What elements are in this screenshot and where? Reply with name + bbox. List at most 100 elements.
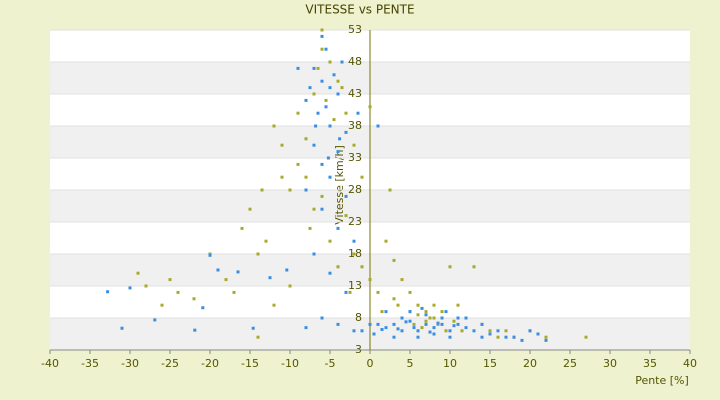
point bbox=[285, 268, 289, 272]
point bbox=[424, 319, 428, 323]
point bbox=[400, 278, 404, 282]
point bbox=[412, 326, 416, 330]
point bbox=[456, 303, 460, 307]
point bbox=[248, 207, 252, 211]
point bbox=[456, 316, 460, 320]
point bbox=[480, 335, 484, 339]
point bbox=[208, 253, 212, 257]
point bbox=[251, 326, 255, 330]
point bbox=[224, 278, 228, 282]
point bbox=[384, 239, 388, 243]
point bbox=[464, 316, 468, 320]
point bbox=[396, 327, 400, 331]
point bbox=[328, 124, 332, 128]
point bbox=[392, 297, 396, 301]
point bbox=[344, 111, 348, 115]
point bbox=[488, 332, 492, 336]
point bbox=[544, 335, 548, 339]
y-axis-label: Vitesse [km/h] bbox=[333, 145, 346, 225]
point bbox=[416, 329, 420, 333]
point bbox=[336, 92, 340, 96]
point bbox=[232, 290, 236, 294]
point bbox=[160, 303, 164, 307]
point bbox=[296, 162, 300, 166]
point bbox=[320, 79, 324, 83]
point bbox=[360, 175, 364, 179]
x-tick-label: -15 bbox=[241, 357, 259, 370]
point bbox=[400, 316, 404, 320]
point bbox=[314, 124, 318, 128]
point bbox=[472, 265, 476, 269]
point bbox=[380, 328, 384, 332]
point bbox=[420, 306, 424, 310]
point bbox=[120, 326, 124, 330]
point bbox=[256, 335, 260, 339]
point bbox=[396, 303, 400, 307]
point bbox=[320, 207, 324, 211]
point bbox=[320, 28, 324, 32]
point bbox=[256, 252, 260, 256]
point bbox=[584, 335, 588, 339]
x-tick-label: 40 bbox=[683, 357, 697, 370]
point bbox=[340, 86, 344, 90]
point bbox=[324, 47, 328, 51]
point bbox=[368, 322, 372, 326]
point bbox=[436, 321, 440, 325]
point bbox=[376, 322, 380, 326]
chart-title: VITESSE vs PENTE bbox=[305, 3, 414, 17]
point bbox=[320, 162, 324, 166]
point bbox=[480, 322, 484, 326]
point bbox=[340, 60, 344, 64]
point bbox=[460, 329, 464, 333]
point bbox=[472, 329, 476, 333]
point bbox=[320, 34, 324, 38]
x-tick-label: 5 bbox=[407, 357, 414, 370]
point bbox=[352, 329, 356, 333]
point bbox=[272, 124, 276, 128]
point bbox=[106, 290, 110, 294]
point bbox=[336, 226, 340, 230]
point bbox=[296, 66, 300, 70]
point bbox=[368, 105, 372, 109]
x-tick-label: -10 bbox=[281, 357, 299, 370]
y-tick-label: 38 bbox=[348, 119, 362, 132]
point bbox=[308, 226, 312, 230]
point bbox=[344, 130, 348, 134]
point bbox=[448, 335, 452, 339]
y-tick-label: 8 bbox=[355, 311, 362, 324]
point bbox=[280, 143, 284, 147]
point bbox=[504, 335, 508, 339]
point bbox=[288, 188, 292, 192]
point bbox=[312, 92, 316, 96]
x-tick-label: 0 bbox=[367, 357, 374, 370]
point bbox=[408, 310, 412, 314]
point bbox=[416, 313, 420, 317]
point bbox=[372, 332, 376, 336]
point bbox=[144, 284, 148, 288]
point bbox=[240, 226, 244, 230]
point bbox=[412, 322, 416, 326]
point bbox=[312, 143, 316, 147]
point bbox=[344, 214, 348, 218]
point bbox=[153, 318, 157, 322]
point bbox=[304, 188, 308, 192]
x-tick-label: -20 bbox=[201, 357, 219, 370]
point bbox=[432, 303, 436, 307]
point bbox=[304, 137, 308, 141]
point bbox=[336, 79, 340, 83]
point bbox=[380, 310, 384, 314]
point bbox=[392, 322, 396, 326]
point bbox=[384, 310, 388, 314]
point bbox=[264, 239, 268, 243]
point bbox=[320, 47, 324, 51]
x-tick-label: -40 bbox=[41, 357, 59, 370]
x-tick-label: -5 bbox=[325, 357, 336, 370]
point bbox=[352, 239, 356, 243]
point bbox=[404, 320, 408, 324]
point bbox=[356, 111, 360, 115]
point bbox=[192, 297, 196, 301]
y-tick-label: 33 bbox=[348, 151, 362, 164]
point bbox=[312, 207, 316, 211]
x-tick-label: 10 bbox=[443, 357, 457, 370]
